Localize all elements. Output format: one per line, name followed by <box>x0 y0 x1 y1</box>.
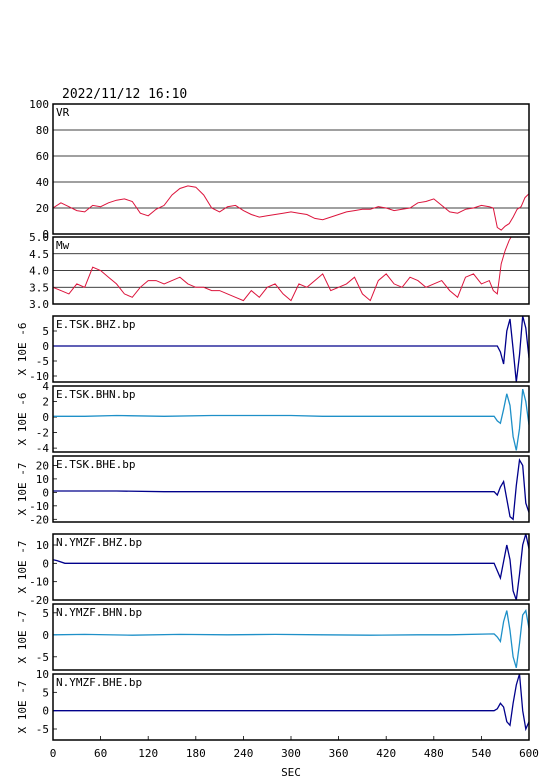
panel-4: 4 2 0 -2 -4 X 10E -6 E.TSK.BHN.bp <box>16 380 530 455</box>
y-tick-label: 20 <box>36 202 49 215</box>
panel-title: Mw <box>56 239 70 252</box>
panel-title: E.TSK.BHN.bp <box>56 388 135 401</box>
y-axis-label: X 10E -6 <box>16 393 29 446</box>
panel-frame <box>52 455 530 523</box>
y-tick-label: -10 <box>29 500 49 513</box>
y-tick-label: -10 <box>29 576 49 589</box>
y-tick-label: 0 <box>42 411 49 424</box>
x-tick-label: 360 <box>329 747 349 760</box>
y-tick-label: 3.0 <box>29 298 49 311</box>
y-tick-label: 0 <box>42 705 49 718</box>
panel-frame <box>52 236 530 305</box>
y-tick-label: 0 <box>42 629 49 642</box>
y-tick-label: 5 <box>42 325 49 338</box>
panel-title: VR <box>56 106 70 119</box>
panel-title: N.YMZF.BHZ.bp <box>56 536 142 549</box>
y-axis-label: X 10E -7 <box>16 681 29 734</box>
x-tick-label: 0 <box>50 747 57 760</box>
panel-7: 5 0 -5 X 10E -7 N.YMZF.BHN.bp <box>16 603 530 671</box>
y-tick-label: 0 <box>42 340 49 353</box>
series-line <box>53 237 518 302</box>
y-tick-label: 60 <box>36 150 49 163</box>
x-axis: 0 60 120 180 240 300 360 420 480 540 600 <box>50 736 539 760</box>
y-tick-label: 3.5 <box>29 281 49 294</box>
panel-frame <box>52 315 530 383</box>
y-tick-label: 5 <box>42 686 49 699</box>
panel-6: 10 0 -10 -20X 10E -7 N.YMZF.BHZ.bp <box>16 533 530 607</box>
panel-frame <box>52 385 530 453</box>
y-tick-label: 10 <box>36 668 49 681</box>
y-tick-label: -10 <box>29 370 49 383</box>
panel-2: 5.0 4.5 4.0 3.5 3.0 Mw <box>29 231 530 311</box>
panels: 100806040200VR5.04.54.03.53.0Mw50-5-10X … <box>16 98 530 741</box>
series-line <box>53 458 529 521</box>
y-tick-label: 80 <box>36 124 49 137</box>
y-axis-label: X 10E -7 <box>16 611 29 664</box>
series-line <box>53 674 529 732</box>
y-axis-label: X 10E -7 <box>16 541 29 594</box>
y-tick-label: 5 <box>42 607 49 620</box>
y-tick-label: -5 <box>36 651 49 664</box>
panel-frame <box>52 103 530 235</box>
y-axis-label: X 10E -7 <box>16 463 29 516</box>
panel-frame <box>52 603 530 671</box>
y-tick-label: 4.5 <box>29 248 49 261</box>
panel-title: N.YMZF.BHN.bp <box>56 606 142 619</box>
y-tick-label: -4 <box>36 442 50 455</box>
y-tick-label: 0 <box>42 486 49 499</box>
y-tick-label: -5 <box>36 723 49 736</box>
x-tick-label: 120 <box>138 747 158 760</box>
panel-1: 100 80 60 40 20 0 VR <box>29 98 530 241</box>
y-tick-label: -20 <box>29 513 49 526</box>
x-tick-label: 600 <box>519 747 539 760</box>
y-tick-label: 4 <box>42 380 49 393</box>
y-tick-label: 4.0 <box>29 265 49 278</box>
x-tick-label: 300 <box>281 747 301 760</box>
x-tick-label: 540 <box>471 747 491 760</box>
series-line <box>53 608 529 668</box>
timestamp-title: 2022/11/12 16:10 <box>62 87 187 102</box>
series-line <box>53 316 529 382</box>
y-tick-label: 2 <box>42 396 49 409</box>
x-tick-label: 240 <box>233 747 253 760</box>
y-tick-label: -20 <box>29 594 49 607</box>
y-tick-label: 100 <box>29 98 49 111</box>
x-tick-label: 420 <box>376 747 396 760</box>
y-tick-label: 10 <box>36 473 49 486</box>
panel-8: 10 5 0 -5 X 10E -7 N.YMZF.BHE.bp <box>16 668 530 741</box>
y-tick-label: 20 <box>36 459 49 472</box>
y-tick-label: 40 <box>36 176 49 189</box>
y-tick-label: -2 <box>36 427 49 440</box>
panel-title: E.TSK.BHZ.bp <box>56 318 135 331</box>
series-line <box>53 388 529 451</box>
series-line <box>53 185 529 231</box>
panel-frame <box>52 533 530 601</box>
y-tick-label: 10 <box>36 539 49 552</box>
y-tick-label: -5 <box>36 355 49 368</box>
y-tick-label: 0 <box>42 228 49 241</box>
panel-3: 5 0 -5 -10X 10E -6 E.TSK.BHZ.bp <box>16 315 530 383</box>
x-axis-label: SEC <box>281 766 301 779</box>
x-tick-label: 60 <box>94 747 107 760</box>
y-tick-label: 0 <box>42 557 49 570</box>
y-axis-label: X 10E -6 <box>16 323 29 376</box>
x-tick-label: 180 <box>186 747 206 760</box>
panel-title: N.YMZF.BHE.bp <box>56 676 142 689</box>
y-tick-label: 5.0 <box>29 231 49 244</box>
panel-title: E.TSK.BHE.bp <box>56 458 135 471</box>
series-line <box>53 534 529 600</box>
x-tick-label: 480 <box>424 747 444 760</box>
